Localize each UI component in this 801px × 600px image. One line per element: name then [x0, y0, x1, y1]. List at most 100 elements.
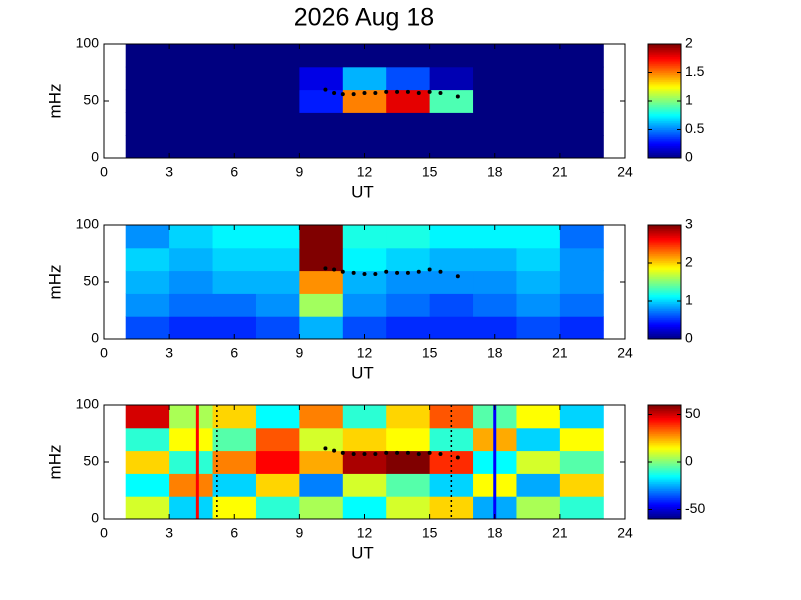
- heatmap-cell: [342, 293, 387, 317]
- colorbar-step: [648, 497, 681, 500]
- colorbar-step: [648, 47, 681, 50]
- colorbar-step: [648, 81, 681, 84]
- colorbar-step: [648, 431, 681, 434]
- colorbar-step: [648, 474, 681, 477]
- colorbar-step: [648, 417, 681, 420]
- heatmap-cell: [516, 270, 561, 294]
- heatmap-cell: [212, 496, 257, 520]
- colorbar-step: [648, 264, 681, 267]
- peak-point: [427, 450, 432, 455]
- colorbar-step: [648, 510, 681, 513]
- colorbar-step: [648, 271, 681, 274]
- heatmap-cell: [386, 247, 431, 272]
- heatmap-cell: [212, 89, 257, 113]
- colorbar-step: [648, 124, 681, 127]
- colorbar-step: [648, 226, 681, 230]
- peak-point: [395, 450, 400, 455]
- figure-title: 2026 Aug 18: [294, 4, 434, 32]
- heatmap-cell: [299, 450, 344, 474]
- colorbar-step: [648, 289, 681, 292]
- x-tick-label: 3: [165, 525, 173, 541]
- heatmap-cell: [516, 89, 561, 113]
- colorbar-step: [648, 426, 681, 429]
- colorbar-step: [648, 228, 681, 231]
- heatmap-cell: [212, 66, 257, 91]
- y-axis-label: mHz: [45, 265, 64, 300]
- peak-point: [332, 448, 337, 453]
- colorbar-step: [648, 408, 681, 411]
- y-tick-label: 0: [91, 510, 99, 526]
- peak-point: [340, 450, 345, 455]
- heatmap-cell: [255, 450, 300, 474]
- colorbar-step: [648, 335, 681, 338]
- colorbar-tick-label: 2: [685, 254, 693, 270]
- heatmap-cell: [255, 405, 300, 429]
- heatmap-cell: [516, 293, 561, 317]
- x-tick-label: 15: [422, 164, 438, 180]
- colorbar-step: [648, 299, 681, 303]
- heatmap-cell: [212, 293, 257, 317]
- x-tick-label: 9: [295, 345, 303, 361]
- colorbar-step: [648, 290, 681, 294]
- peak-point: [416, 91, 421, 96]
- heatmap-cell: [125, 473, 170, 497]
- colorbar-step: [648, 68, 681, 72]
- colorbar-step: [648, 141, 681, 145]
- colorbar-step: [648, 269, 681, 272]
- colorbar-step: [648, 462, 681, 465]
- colorbar-step: [648, 331, 681, 335]
- colorbar-step: [648, 246, 681, 249]
- colorbar-step: [648, 63, 681, 66]
- colorbar-step: [648, 152, 681, 155]
- colorbar-step: [648, 460, 681, 463]
- colorbar-step: [648, 76, 681, 79]
- heatmap-cell: [516, 496, 561, 520]
- peak-point: [384, 450, 389, 455]
- colorbar-step: [648, 74, 681, 77]
- x-tick-label: 6: [230, 164, 238, 180]
- peak-point: [405, 270, 410, 275]
- peak-point: [427, 267, 432, 272]
- colorbar-step: [648, 84, 681, 88]
- colorbar-step: [648, 410, 681, 413]
- heatmap-cell: [299, 66, 344, 91]
- heatmap-cell: [559, 405, 604, 429]
- colorbar-step: [648, 483, 681, 486]
- colorbar-step: [648, 499, 681, 502]
- peak-point: [455, 455, 460, 460]
- colorbar-step: [648, 97, 681, 100]
- x-tick-label: 18: [487, 525, 503, 541]
- y-tick-label: 100: [76, 35, 100, 51]
- colorbar-step: [648, 511, 681, 515]
- colorbar-step: [648, 232, 681, 235]
- peak-point: [351, 452, 356, 457]
- heatmap-cell: [169, 44, 214, 68]
- colorbar-step: [648, 449, 681, 452]
- heatmap-cell: [559, 496, 604, 520]
- colorbar-step: [648, 287, 681, 290]
- colorbar-step: [648, 136, 681, 139]
- peak-point: [373, 272, 378, 277]
- colorbar-step: [648, 306, 681, 310]
- colorbar-step: [648, 405, 681, 408]
- heatmap-cell: [342, 450, 387, 474]
- colorbar-tick-label: 0: [685, 149, 693, 165]
- heatmap-cell: [342, 427, 387, 452]
- heatmap-cell: [386, 316, 431, 340]
- heatmap-cell: [429, 247, 474, 272]
- colorbar-step: [648, 267, 681, 271]
- colorbar-step: [648, 502, 681, 506]
- x-tick-label: 24: [617, 164, 633, 180]
- peak-point: [438, 91, 443, 96]
- heatmap-cell: [125, 247, 170, 272]
- heatmap-cell: [299, 112, 344, 136]
- heatmap-cell: [169, 450, 214, 474]
- colorbar-step: [648, 147, 681, 150]
- colorbar-step: [648, 337, 681, 340]
- colorbar-step: [648, 301, 681, 304]
- heatmap-cell: [169, 496, 214, 520]
- colorbar-step: [648, 248, 681, 251]
- x-tick-label: 18: [487, 345, 503, 361]
- colorbar-step: [648, 133, 681, 136]
- heatmap-cell: [169, 112, 214, 136]
